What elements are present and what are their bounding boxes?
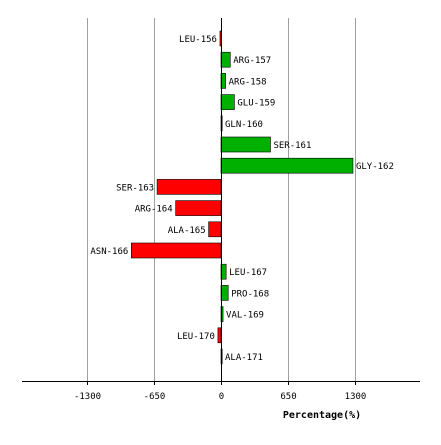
bar-leu-156	[219, 30, 222, 47]
bar-arg-164	[175, 200, 222, 216]
bar-asn-166	[131, 242, 222, 259]
category-label: GLU-159	[237, 99, 275, 109]
bar-leu-170	[217, 327, 222, 344]
category-label: ALA-171	[225, 353, 263, 363]
x-tick-label: -650	[144, 392, 166, 402]
category-label: PRO-168	[231, 289, 269, 299]
bar-gly-162	[220, 157, 354, 174]
bar-pro-168	[220, 285, 229, 301]
grid-layer	[87, 18, 356, 381]
bar-ser-163	[156, 179, 222, 195]
category-label: ALA-165	[168, 226, 206, 236]
category-label: GLN-160	[225, 120, 263, 130]
bar-glu-159	[220, 94, 235, 110]
bar-arg-157	[220, 51, 231, 68]
category-label-layer: LEU-156 ARG-157 ARG-158 GLU-159 GLN-160 SER-1…	[90, 35, 393, 363]
category-label: GLY-162	[356, 162, 394, 172]
category-label: ASN-166	[90, 247, 128, 257]
x-tick-label: 650	[280, 392, 296, 402]
bar-ala-165	[208, 221, 222, 238]
category-label: SER-161	[273, 141, 311, 151]
category-label: ARG-158	[229, 77, 267, 87]
category-label: LEU-167	[229, 268, 267, 278]
x-axis: -1300 -650 0 650 1300	[22, 18, 420, 402]
bar-ser-161	[220, 136, 271, 153]
category-label: ARG-164	[135, 205, 173, 215]
category-label: VAL-169	[226, 311, 264, 321]
category-label: LEU-156	[179, 35, 217, 45]
x-tick-label: 0	[219, 392, 224, 402]
category-label: LEU-170	[177, 332, 215, 342]
x-tick-label: -1300	[74, 392, 101, 402]
bar-layer	[131, 30, 354, 365]
x-axis-title: Percentage(%)	[283, 410, 361, 421]
category-label: SER-163	[116, 183, 154, 193]
category-label: ARG-157	[233, 56, 271, 66]
x-tick-label: 1300	[345, 392, 367, 402]
